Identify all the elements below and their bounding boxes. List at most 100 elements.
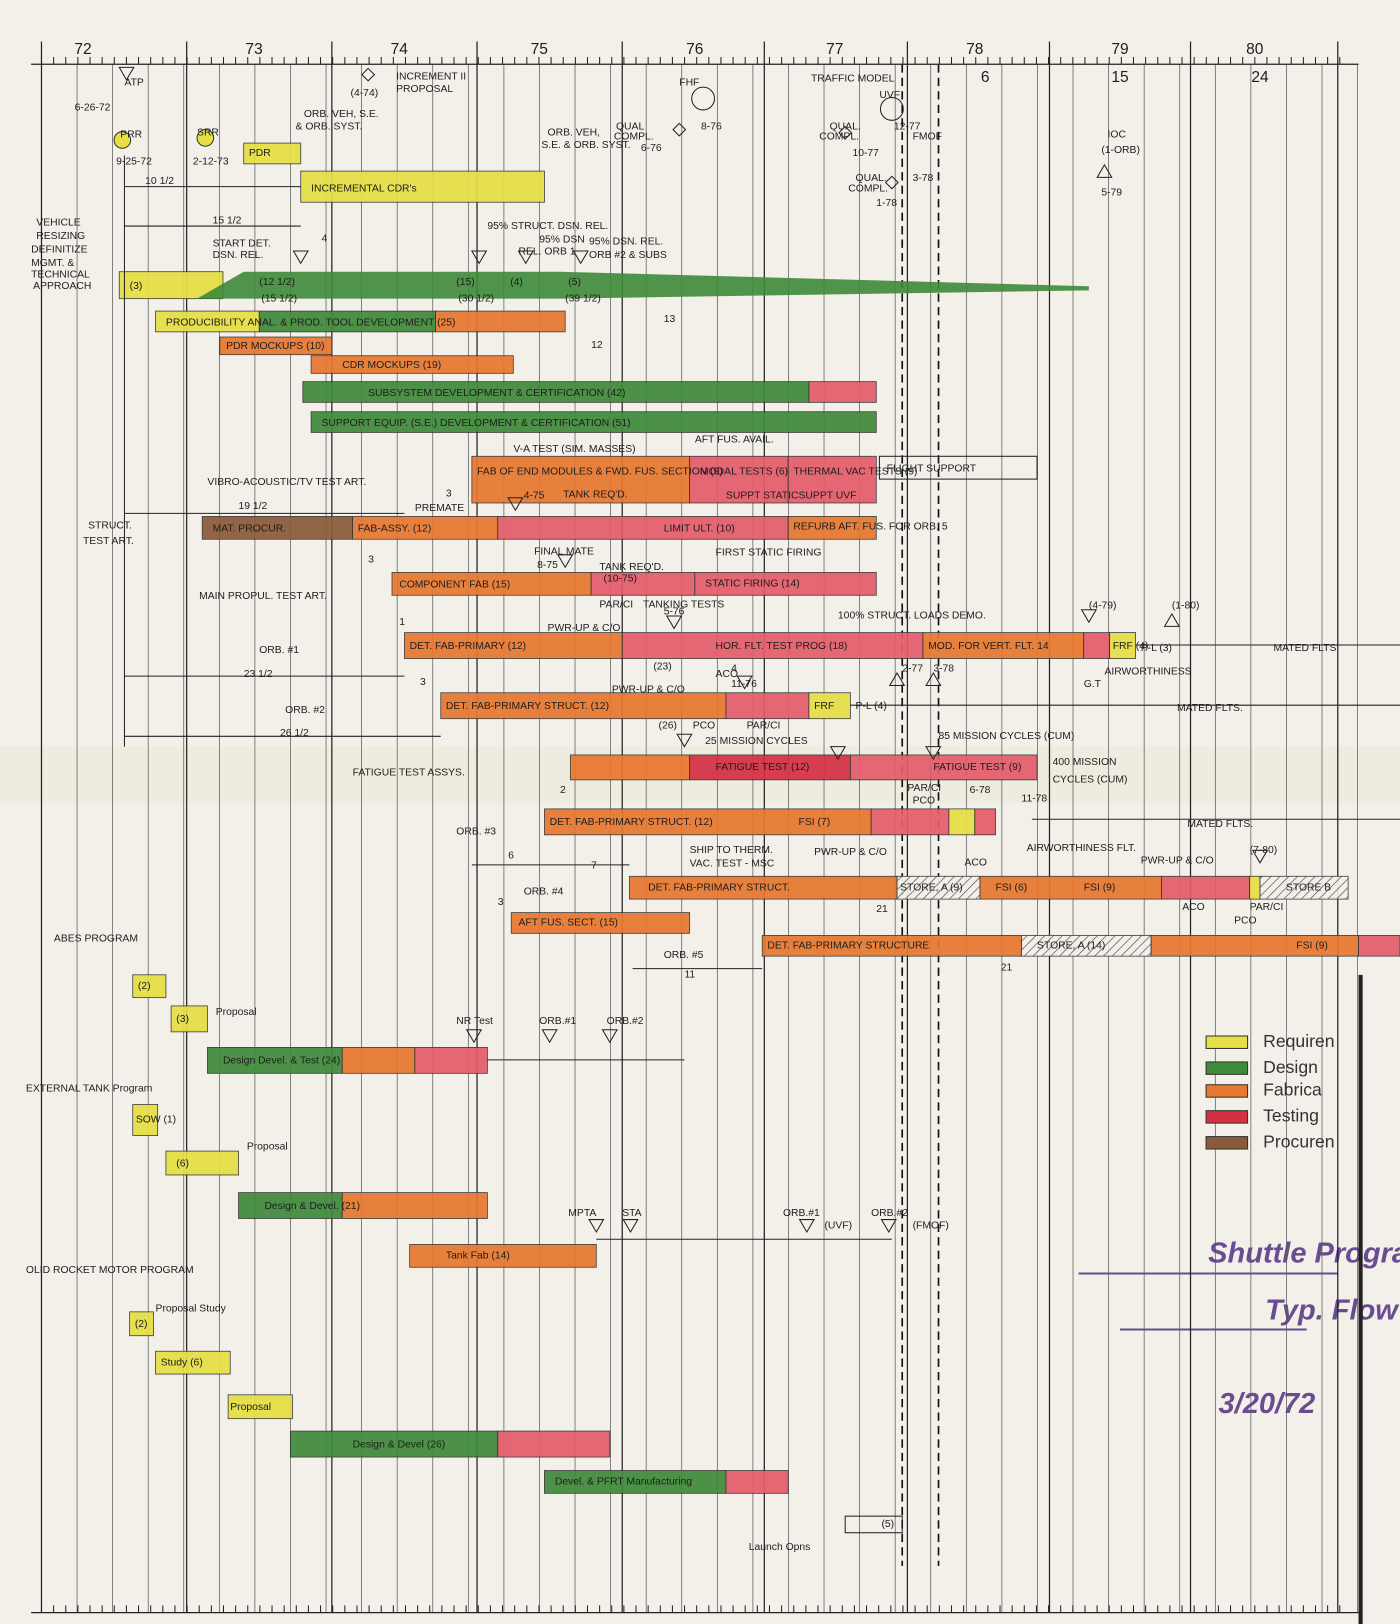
bar: [170, 1005, 208, 1033]
milestone: [507, 497, 524, 512]
milestone-label: 6-78: [970, 785, 991, 796]
milestone-label: MATED FLTS: [1273, 643, 1336, 654]
year-label: 80: [1246, 41, 1264, 58]
milestone: [517, 250, 534, 265]
bar-label: LIMIT ULT. (10): [664, 524, 735, 535]
legend-label: Design: [1263, 1057, 1318, 1077]
bar-label: Devel. & PFRT Manufacturing: [555, 1477, 692, 1488]
bar-label: INCREMENTAL CDR's: [311, 183, 417, 194]
milestone-label: PWR-UP & C/O: [1141, 855, 1214, 866]
milestone-label: FATIGUE TEST ASSYS.: [353, 767, 465, 778]
milestone-label: 9-25-72: [116, 157, 152, 168]
year-label: 79: [1111, 41, 1128, 58]
legend-label: Procuren: [1263, 1131, 1334, 1151]
milestone-label: COMPL.: [848, 183, 888, 194]
milestone-label: AIRWORTHINESS: [1104, 667, 1191, 678]
milestone-label: QUAL: [616, 121, 644, 132]
milestone-label: PAR/CI: [1250, 902, 1284, 913]
milestone-label: 85 MISSION CYCLES (CUM): [939, 731, 1075, 742]
bar-label: FATIGUE TEST (12): [716, 762, 810, 773]
bar: [409, 1244, 597, 1268]
milestone: [361, 67, 376, 82]
milestone-label: AIRWORTHINESS FLT.: [1027, 843, 1136, 854]
bar: [922, 632, 1085, 659]
milestone-label: STRUCT.: [88, 521, 132, 532]
milestone: [798, 1219, 815, 1234]
bar: [310, 411, 877, 433]
bar: [689, 455, 789, 504]
duration-label: 26 1/2: [280, 728, 309, 739]
bar-label: STORE B: [1286, 882, 1331, 893]
milestone-label: TECHNICAL: [31, 270, 90, 281]
milestone-label: COMPL.: [614, 132, 654, 143]
milestone-label: PRR: [120, 130, 142, 141]
bar-label: COMPONENT FAB (15): [399, 580, 510, 591]
bar: [155, 1350, 231, 1375]
milestone-label: TANK REQ'D.: [563, 489, 628, 500]
milestone-label: SHIP TO THERM.: [690, 845, 773, 856]
bar-outline: [878, 455, 1038, 480]
milestone: [691, 86, 716, 111]
bar-label: SOW (1): [136, 1115, 176, 1126]
program-label: ORB.#1: [783, 1208, 820, 1219]
duration-label: 21: [1001, 962, 1013, 973]
milestone-label: PAR/CI: [907, 783, 941, 794]
bar-label: DET. FAB-PRIMARY STRUCT.: [648, 882, 790, 893]
milestone-label: S.E. & ORB. SYST.: [541, 140, 630, 151]
duration-label: 19 1/2: [239, 501, 268, 512]
title: Shuttle Program: [1208, 1237, 1400, 1269]
milestone: [884, 175, 899, 190]
year-label: 78: [966, 41, 983, 58]
bar: [310, 355, 514, 374]
milestone: [588, 1219, 605, 1234]
bar-label: (15 1/2): [261, 293, 297, 304]
milestone-label: 5-79: [1101, 188, 1122, 199]
milestone-label: 3: [446, 488, 452, 499]
bar-label: FAB-ASSY. (12): [358, 524, 432, 535]
milestone-label: P-L (3): [1141, 643, 1172, 654]
milestone-label: 5-76: [664, 607, 685, 618]
bar: [787, 516, 877, 540]
bar: [849, 754, 1038, 781]
duration-label: 1: [399, 617, 405, 628]
bar-label: FATIGUE TEST (9): [933, 762, 1021, 773]
milestone: [925, 746, 942, 761]
bar-label: MOD. FOR VERT. FLT. 14: [928, 641, 1049, 652]
milestone-label: PCO: [913, 795, 935, 806]
bar: [243, 142, 302, 165]
milestone-label: UVF: [879, 90, 900, 101]
program-label: (UVF): [824, 1221, 852, 1232]
milestone-label: ACO: [1182, 902, 1204, 913]
milestone: [196, 129, 215, 147]
milestone-label: ORB. VEH,: [548, 127, 600, 138]
milestone-label: 2-12-73: [193, 157, 229, 168]
milestone: [665, 615, 683, 630]
milestone-label: ORB. #2: [285, 705, 325, 716]
bar-label: DET. FAB-PRIMARY STRUCTURE: [767, 941, 929, 952]
duration-label: 15 1/2: [213, 216, 242, 227]
bar: [621, 632, 924, 659]
bar: [870, 808, 950, 836]
count-label: 24: [1251, 69, 1269, 86]
milestone-label: 6-76: [641, 143, 662, 154]
program-label: Proposal: [247, 1142, 288, 1153]
milestone: [1080, 609, 1098, 624]
bar-label: FRF: [814, 701, 834, 712]
milestone-label: SRR: [197, 127, 219, 138]
milestone: [925, 672, 942, 686]
bar-label: AFT FUS. SECT. (15): [519, 918, 618, 929]
milestone-label: (4-79): [1089, 600, 1117, 611]
milestone-label: PREMATE: [415, 503, 464, 514]
bar: [808, 692, 851, 720]
program-label: STA: [622, 1208, 641, 1219]
program-label: Proposal: [216, 1007, 257, 1018]
bar-label: REFURB AFT. FUS. FOR ORB. 5: [793, 522, 947, 533]
year-label: 72: [74, 41, 91, 58]
bar-label: DET. FAB-PRIMARY STRUCT. (12): [446, 701, 609, 712]
milestone: [838, 125, 853, 140]
bar-label: DET. FAB-PRIMARY STRUCT. (12): [550, 817, 713, 828]
bar-label: (6): [176, 1158, 189, 1169]
milestone-label: COMPL.: [819, 132, 859, 143]
milestone-label: APPROACH: [33, 281, 91, 292]
